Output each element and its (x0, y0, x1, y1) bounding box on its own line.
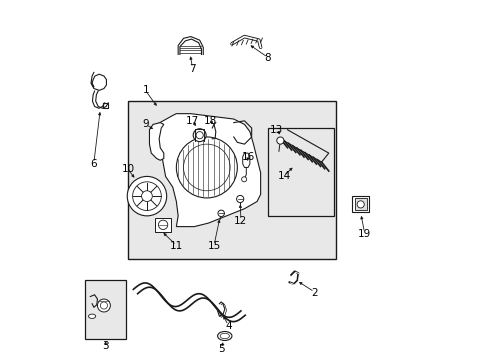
Polygon shape (156, 114, 260, 226)
Circle shape (158, 220, 167, 229)
Bar (267, 128, 333, 216)
Text: 12: 12 (234, 216, 247, 226)
Text: 6: 6 (90, 159, 97, 169)
Bar (354, 198, 366, 210)
Polygon shape (242, 153, 249, 167)
Text: 16: 16 (241, 152, 254, 162)
Polygon shape (149, 123, 163, 160)
Text: 11: 11 (169, 241, 183, 251)
Circle shape (100, 302, 107, 309)
Text: 19: 19 (357, 229, 370, 239)
Bar (351, 196, 368, 212)
Circle shape (196, 132, 203, 139)
Text: 10: 10 (121, 164, 134, 174)
Polygon shape (91, 72, 106, 90)
Circle shape (356, 201, 364, 208)
Circle shape (193, 129, 206, 141)
Circle shape (218, 210, 224, 217)
Ellipse shape (88, 314, 96, 319)
Text: 13: 13 (269, 125, 283, 135)
Text: 7: 7 (189, 64, 195, 74)
Circle shape (241, 177, 246, 182)
Circle shape (132, 182, 161, 211)
Text: 18: 18 (203, 116, 217, 126)
Text: 8: 8 (264, 53, 270, 63)
Text: 9: 9 (142, 120, 149, 129)
Bar (155, 218, 171, 232)
Bar (128, 101, 335, 259)
Circle shape (142, 191, 152, 202)
Ellipse shape (217, 332, 231, 341)
Text: 17: 17 (185, 116, 199, 126)
Bar (85, 280, 126, 339)
Text: 3: 3 (102, 341, 108, 351)
Text: 15: 15 (207, 241, 220, 251)
Circle shape (127, 176, 166, 216)
Circle shape (236, 195, 244, 203)
Ellipse shape (220, 333, 229, 339)
Text: 4: 4 (224, 321, 231, 331)
Text: 14: 14 (277, 171, 290, 181)
Text: 1: 1 (142, 85, 149, 95)
Circle shape (276, 137, 284, 144)
Text: 2: 2 (310, 288, 317, 298)
Circle shape (97, 299, 110, 312)
Text: 5: 5 (218, 343, 224, 354)
